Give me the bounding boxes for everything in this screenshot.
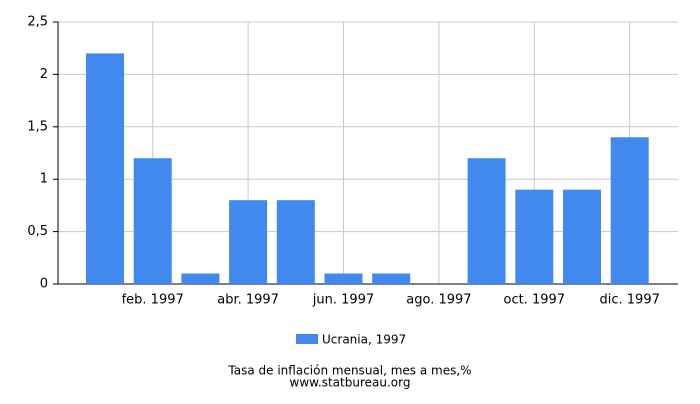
- bar: [610, 137, 649, 284]
- y-tick-label: 1,5: [27, 119, 48, 134]
- y-tick-label: 2,5: [27, 15, 48, 30]
- x-tick-label: oct. 1997: [504, 293, 566, 308]
- x-axis-title: Tasa de inflación mensual, mes a mes,%: [227, 364, 471, 378]
- bar: [467, 158, 506, 284]
- x-tick-label: jun. 1997: [312, 293, 374, 308]
- x-tick-label: abr. 1997: [217, 293, 279, 308]
- source: www.statbureau.org: [290, 376, 411, 390]
- y-tick-label: 0: [40, 277, 48, 292]
- y-tick-label: 2: [40, 67, 48, 82]
- legend-swatch: [296, 334, 318, 344]
- bar: [181, 273, 220, 284]
- bar: [229, 200, 268, 284]
- legend-label: Ucrania, 1997: [322, 333, 406, 347]
- bar: [324, 273, 363, 284]
- bar: [133, 158, 172, 284]
- bar: [276, 200, 315, 284]
- bar: [86, 53, 124, 284]
- y-tick-label: 0,5: [27, 224, 48, 239]
- y-tick-label: 1: [40, 172, 48, 187]
- bar: [515, 189, 554, 284]
- x-tick-label: ago. 1997: [406, 293, 471, 308]
- bar: [563, 189, 601, 284]
- x-tick-label: feb. 1997: [122, 293, 184, 308]
- bar: [372, 273, 411, 284]
- x-tick-label: dic. 1997: [600, 293, 660, 308]
